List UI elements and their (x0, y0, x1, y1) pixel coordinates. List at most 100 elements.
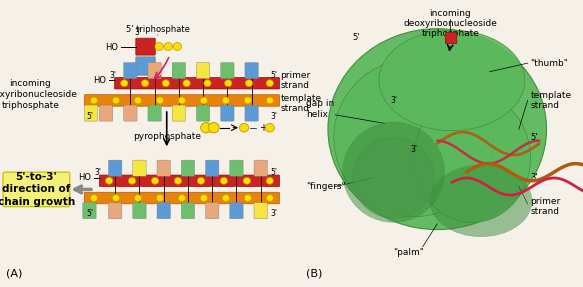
Circle shape (266, 80, 273, 87)
Circle shape (90, 97, 97, 104)
Ellipse shape (333, 59, 494, 217)
FancyBboxPatch shape (100, 175, 279, 187)
Text: (A): (A) (6, 268, 22, 278)
Text: (B): (B) (306, 268, 322, 278)
Circle shape (152, 177, 159, 184)
Circle shape (240, 123, 248, 132)
FancyBboxPatch shape (172, 63, 185, 79)
Ellipse shape (379, 30, 525, 131)
Circle shape (208, 123, 219, 133)
Circle shape (266, 177, 273, 184)
Text: 5': 5' (271, 71, 278, 80)
Circle shape (128, 177, 136, 184)
Ellipse shape (430, 165, 532, 237)
Text: HO: HO (106, 43, 118, 52)
Text: 5' triphosphate: 5' triphosphate (126, 25, 189, 34)
FancyBboxPatch shape (172, 105, 185, 121)
FancyBboxPatch shape (196, 105, 210, 121)
Text: incoming
deoxyribonucleoside
triphosphate: incoming deoxyribonucleoside triphosphat… (403, 9, 497, 38)
Text: "fingers": "fingers" (306, 182, 346, 191)
Text: 3': 3' (390, 96, 397, 105)
Circle shape (178, 97, 185, 104)
FancyBboxPatch shape (85, 105, 97, 121)
Circle shape (265, 123, 275, 132)
FancyBboxPatch shape (181, 160, 195, 176)
Circle shape (204, 80, 211, 87)
Circle shape (222, 195, 230, 201)
Circle shape (266, 97, 273, 104)
Text: HO: HO (93, 76, 106, 85)
Text: HO: HO (78, 173, 91, 183)
Circle shape (200, 195, 208, 201)
Text: 3': 3' (110, 71, 117, 80)
FancyBboxPatch shape (245, 105, 258, 121)
Text: 3': 3' (531, 173, 538, 183)
Circle shape (164, 42, 173, 51)
Circle shape (201, 123, 212, 133)
Ellipse shape (343, 122, 444, 222)
FancyBboxPatch shape (196, 63, 210, 79)
Ellipse shape (414, 93, 531, 222)
FancyBboxPatch shape (245, 63, 258, 79)
Text: gap in
helix: gap in helix (306, 99, 334, 119)
FancyBboxPatch shape (206, 203, 219, 219)
Text: 3': 3' (410, 145, 417, 154)
FancyBboxPatch shape (157, 160, 170, 176)
FancyBboxPatch shape (124, 105, 137, 121)
Text: 5': 5' (86, 112, 93, 121)
FancyBboxPatch shape (136, 57, 155, 75)
Circle shape (220, 177, 227, 184)
FancyBboxPatch shape (148, 63, 161, 79)
Text: "palm": "palm" (393, 248, 423, 257)
Circle shape (113, 195, 120, 201)
Circle shape (156, 97, 164, 104)
Text: primer
strand: primer strand (280, 71, 311, 90)
Circle shape (178, 195, 185, 201)
Circle shape (183, 80, 190, 87)
Circle shape (197, 177, 205, 184)
Circle shape (245, 80, 252, 87)
Ellipse shape (353, 138, 434, 218)
FancyBboxPatch shape (133, 160, 146, 176)
Text: pyrophosphate: pyrophosphate (133, 132, 201, 141)
FancyBboxPatch shape (221, 63, 234, 79)
FancyBboxPatch shape (230, 160, 243, 176)
Circle shape (200, 97, 208, 104)
Text: primer
strand: primer strand (531, 197, 561, 216)
Text: "thumb": "thumb" (531, 59, 568, 68)
Circle shape (222, 97, 230, 104)
Circle shape (90, 195, 97, 201)
Circle shape (173, 42, 181, 51)
FancyBboxPatch shape (148, 105, 161, 121)
Circle shape (155, 42, 163, 51)
Text: 5': 5' (271, 168, 278, 177)
Circle shape (243, 177, 251, 184)
Circle shape (142, 80, 149, 87)
Text: 3': 3' (94, 168, 101, 177)
FancyBboxPatch shape (3, 172, 70, 207)
Text: 5': 5' (86, 209, 93, 218)
FancyBboxPatch shape (136, 38, 155, 55)
Text: 5'-to-3'
direction of
chain growth: 5'-to-3' direction of chain growth (0, 172, 75, 207)
FancyBboxPatch shape (108, 203, 122, 219)
Text: incoming
deoxyribonucleoside
triphosphate: incoming deoxyribonucleoside triphosphat… (0, 79, 78, 110)
Text: 5': 5' (531, 133, 538, 142)
FancyBboxPatch shape (157, 203, 170, 219)
FancyBboxPatch shape (85, 192, 279, 204)
Text: template
strand: template strand (280, 94, 322, 113)
FancyBboxPatch shape (100, 105, 113, 121)
Circle shape (224, 80, 232, 87)
FancyBboxPatch shape (85, 95, 279, 106)
Text: 3': 3' (135, 28, 142, 37)
Ellipse shape (328, 29, 547, 230)
Circle shape (121, 80, 128, 87)
FancyBboxPatch shape (83, 203, 96, 219)
Text: template
strand: template strand (531, 91, 572, 110)
FancyBboxPatch shape (230, 203, 243, 219)
Text: 5': 5' (352, 33, 359, 42)
Circle shape (174, 177, 182, 184)
FancyBboxPatch shape (115, 77, 279, 89)
Circle shape (266, 195, 273, 201)
Circle shape (162, 80, 170, 87)
Circle shape (134, 97, 142, 104)
